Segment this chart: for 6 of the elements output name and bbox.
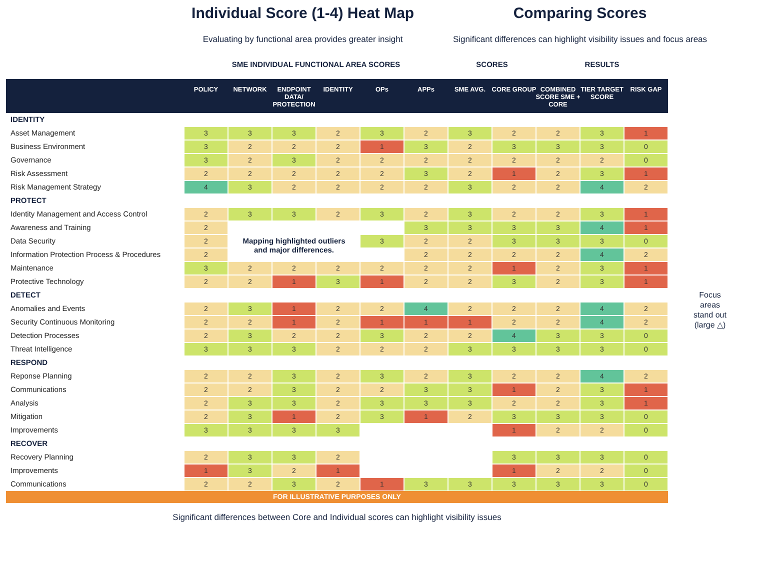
text: Evaluating by functional area provides greater insight	[202, 34, 404, 44]
text: Individual Score (1-4) Heat Map	[192, 5, 414, 22]
text: Significant differences between Core and Individual scores can highlight visibility issues	[172, 512, 502, 522]
text: Significant differences can highlight visibility issues and focus areas	[452, 34, 708, 44]
text: Comparing Scores	[513, 5, 647, 22]
text: Focus areas stand out (large △)	[694, 290, 728, 330]
